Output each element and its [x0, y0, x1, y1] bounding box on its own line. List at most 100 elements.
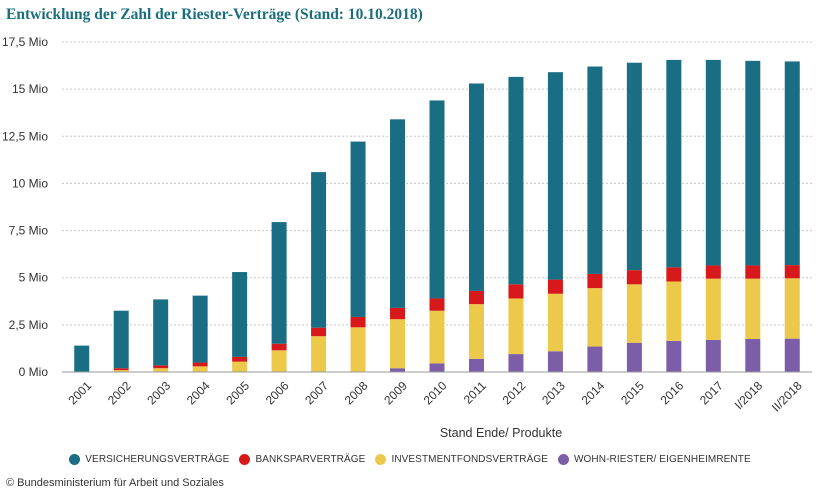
legend-label: INVESTMENTFONDSVERTRÄGE — [391, 454, 549, 465]
bar-segment — [468, 304, 484, 359]
y-tick-label: 5 Mio — [19, 271, 49, 285]
bar-segment — [232, 272, 248, 357]
x-tick-label: 2011 — [461, 378, 489, 406]
bar-segment — [468, 83, 484, 291]
bar-segment — [429, 100, 445, 299]
bar-segment — [113, 370, 129, 372]
bar-segment — [153, 368, 169, 372]
bar-segment — [547, 279, 563, 294]
bar-segment — [390, 319, 406, 369]
bar-segment — [350, 141, 366, 317]
legend-marker — [558, 454, 570, 465]
bar-segment — [666, 267, 682, 282]
x-axis-label: Stand Ende/ Produkte — [440, 426, 562, 440]
chart-title: Entwicklung der Zahl der Riester-Verträg… — [6, 6, 423, 23]
bar-segment — [390, 307, 406, 320]
bar-segment — [74, 345, 90, 372]
legend-marker — [239, 454, 251, 465]
bar-segment — [587, 346, 603, 372]
bar-segment — [705, 59, 721, 266]
legend-label: BANKSPARVERTRÄGE — [255, 454, 366, 465]
y-tick-label: 10 Mio — [12, 176, 48, 190]
legend-label: VERSICHERUNGSVERTRÄGE — [85, 454, 230, 465]
y-tick-label: 12,5 Mio — [2, 129, 48, 143]
y-tick-label: 0 Mio — [19, 365, 49, 379]
bar-segment — [429, 363, 445, 372]
bar-segment — [626, 342, 642, 372]
x-tick-label: 2012 — [500, 378, 529, 407]
bar-segment — [508, 76, 524, 285]
bar-segment — [508, 284, 524, 299]
x-tick-label: 2014 — [579, 378, 608, 407]
bar-segment — [311, 172, 327, 328]
bar-segment — [745, 339, 761, 372]
bar-segment — [350, 316, 366, 328]
y-tick-label: 17,5 Mio — [2, 35, 48, 49]
bar-segment — [508, 298, 524, 355]
bar-segment — [547, 72, 563, 280]
bar-segment — [113, 368, 129, 371]
bar-segment — [271, 222, 287, 344]
bar-segment — [350, 327, 366, 372]
x-tick-label: 2016 — [658, 378, 687, 407]
y-axis-ticks: 0 Mio 2,5 Mio 5 Mio 7,5 Mio 10 Mio 12,5 Mio 15… — [2, 35, 48, 379]
x-tick-label: II/2018 — [769, 378, 805, 414]
bar-segment — [705, 278, 721, 340]
legend-label: WOHN-RIESTER/ EIGENHEIMRENTE — [574, 454, 751, 465]
legend: VERSICHERUNGSVERTRÄGE BANKSPARVERTRÄGE INV… — [0, 454, 820, 465]
bar-segment — [784, 338, 800, 372]
bar-segment — [390, 119, 406, 308]
bar-segment — [784, 61, 800, 266]
y-tick-label: 15 Mio — [12, 82, 48, 96]
bar-segment — [745, 265, 761, 279]
legend-marker — [69, 454, 81, 465]
bar-segment — [192, 295, 208, 363]
y-tick-label: 2,5 Mio — [9, 318, 49, 332]
legend-item[interactable]: WOHN-RIESTER/ EIGENHEIMRENTE — [558, 454, 751, 465]
x-tick-label: 2005 — [223, 378, 252, 407]
bar-segment — [429, 310, 445, 364]
x-tick-label: 2017 — [697, 378, 726, 407]
legend-marker — [375, 454, 387, 465]
bar-segment — [468, 290, 484, 305]
bar-segment — [271, 343, 287, 351]
legend-item[interactable]: VERSICHERUNGSVERTRÄGE — [69, 454, 229, 465]
bar-segment — [626, 62, 642, 271]
bar-segment — [587, 288, 603, 347]
bar-segment — [626, 270, 642, 285]
x-axis-ticks: 2001 2002 2003 2004 2005 2006 2007 2008 2009 2010… — [65, 378, 805, 414]
bar-segment — [232, 356, 248, 362]
bar-segment — [587, 273, 603, 289]
x-tick-label: 2003 — [144, 378, 173, 407]
bars — [74, 59, 800, 372]
stacked-bar-chart: 0 Mio 2,5 Mio 5 Mio 7,5 Mio 10 Mio 12,5 Mio 15… — [2, 35, 812, 440]
bar-segment — [192, 362, 208, 367]
bar-segment — [784, 265, 800, 279]
credit-text: © Bundesministerium für Arbeit und Sozia… — [6, 477, 224, 489]
bar-segment — [390, 368, 406, 372]
bar-segment — [311, 327, 327, 337]
bar-segment — [113, 310, 129, 369]
legend-item[interactable]: INVESTMENTFONDSVERTRÄGE — [375, 454, 548, 465]
bar-segment — [153, 299, 169, 366]
x-tick-label: I/2018 — [732, 378, 766, 412]
x-tick-label: 2001 — [65, 378, 94, 407]
bar-segment — [192, 366, 208, 372]
bar-segment — [508, 354, 524, 372]
x-tick-label: 2006 — [263, 378, 292, 407]
x-tick-label: 2010 — [421, 378, 450, 407]
bar-segment — [547, 351, 563, 372]
bar-segment — [705, 339, 721, 372]
bar-segment — [429, 298, 445, 311]
x-tick-label: 2008 — [342, 378, 371, 407]
bar-segment — [468, 358, 484, 372]
bar-segment — [547, 293, 563, 352]
legend-item[interactable]: BANKSPARVERTRÄGE — [239, 454, 365, 465]
x-tick-label: 2004 — [184, 378, 213, 407]
bar-segment — [666, 340, 682, 372]
bar-segment — [745, 60, 761, 266]
x-tick-label: 2007 — [302, 378, 331, 407]
bar-segment — [153, 365, 169, 369]
y-tick-label: 7,5 Mio — [9, 224, 49, 238]
bar-segment — [705, 265, 721, 279]
